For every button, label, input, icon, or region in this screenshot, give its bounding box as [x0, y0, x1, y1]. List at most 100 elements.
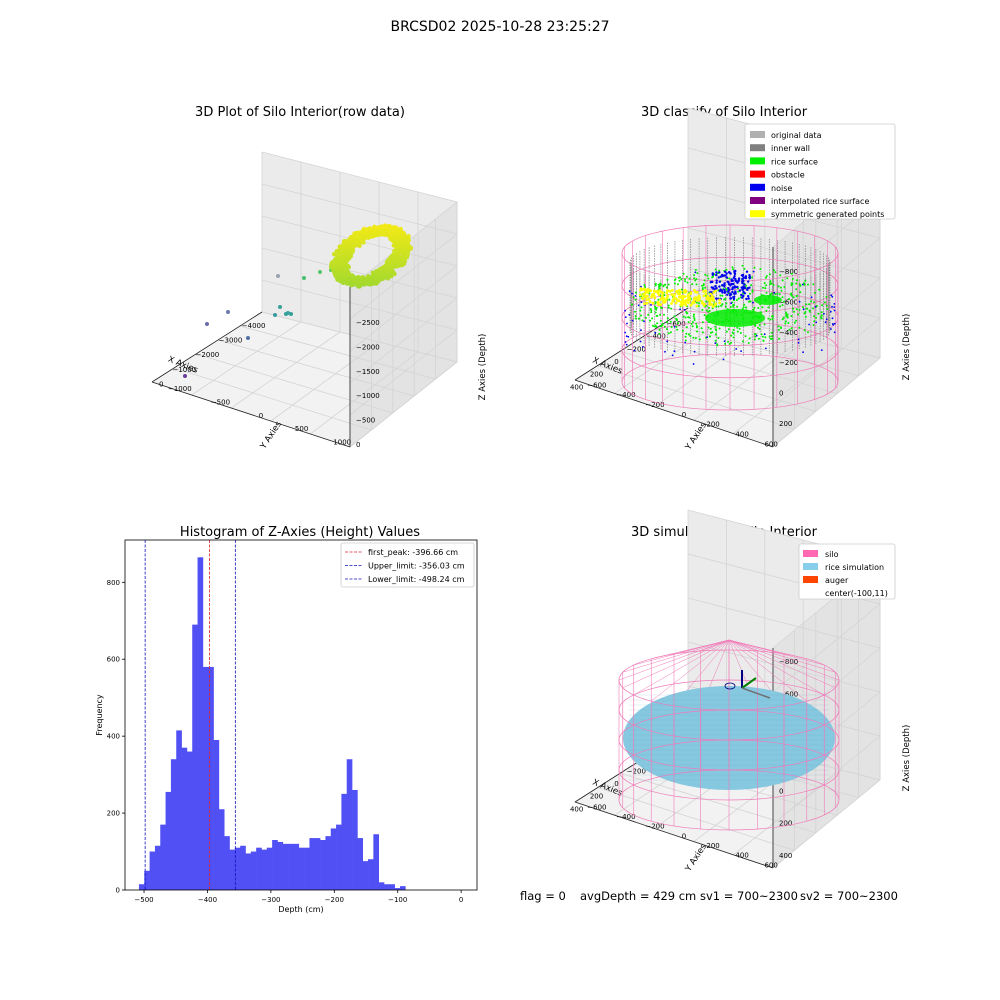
- rice-surface-point: [813, 320, 816, 323]
- noise-point: [715, 273, 718, 277]
- classify-y-tick-label: 400: [735, 430, 748, 438]
- symmetric-point: [695, 290, 699, 294]
- rice-surface-point: [714, 328, 717, 331]
- rice-surface-point: [667, 332, 670, 335]
- rice-surface-point: [688, 333, 690, 336]
- rice-surface-point: [684, 280, 687, 283]
- rice-surface-point: [802, 282, 805, 285]
- noise-point: [717, 276, 720, 279]
- rice-surface-point: [817, 312, 820, 315]
- raw-ring-point: [394, 228, 400, 234]
- noise-point: [831, 295, 834, 298]
- rice-surface-point: [654, 282, 657, 285]
- raw-ring-point: [349, 246, 354, 252]
- noise-point: [820, 349, 823, 351]
- raw-ring-point: [351, 242, 356, 247]
- noise-point: [833, 322, 836, 325]
- rice-surface-point: [781, 279, 784, 282]
- auger-arrow-side: [741, 677, 757, 689]
- histogram-bar: [288, 843, 294, 890]
- rice-surface-point: [660, 325, 662, 328]
- rice-surface-point: [658, 328, 661, 331]
- histogram-y-tick-label: 400: [107, 733, 120, 741]
- noise-point: [721, 291, 724, 294]
- histogram-bar: [277, 841, 284, 890]
- noise-point: [723, 340, 726, 343]
- noise-point: [721, 284, 724, 287]
- classify-y-tick-label: −600: [587, 381, 606, 389]
- rice-surface-point: [659, 313, 662, 316]
- symmetric-point: [650, 295, 653, 299]
- symmetric-point: [643, 302, 646, 306]
- noise-point: [825, 318, 828, 321]
- noise-point: [729, 297, 732, 300]
- symmetric-point: [674, 301, 678, 305]
- symmetric-point: [656, 291, 660, 295]
- rice-surface-point: [701, 284, 704, 287]
- rice-surface-point: [812, 324, 815, 327]
- sim-silo-ring: [618, 739, 840, 801]
- noise-point: [823, 312, 825, 315]
- noise-point: [624, 316, 627, 318]
- rice-surface-point: [749, 292, 751, 295]
- rice-surface-point: [771, 317, 774, 320]
- rice-surface-point: [657, 298, 660, 301]
- rice-surface-point: [694, 279, 697, 282]
- rice-surface-point: [795, 279, 798, 282]
- rice-surface-point: [714, 268, 717, 271]
- sim-y-tick-label: −400: [616, 813, 635, 821]
- noise-point: [724, 270, 727, 273]
- symmetric-point: [648, 300, 652, 304]
- rice-surface-point: [693, 317, 696, 320]
- symmetric-point: [680, 303, 684, 307]
- rice-surface-point: [697, 305, 700, 308]
- histogram-bar: [208, 666, 214, 890]
- noise-point: [679, 308, 681, 311]
- noise-point: [731, 290, 734, 294]
- histogram-bar: [218, 809, 225, 890]
- symmetric-point: [665, 291, 669, 295]
- symmetric-point: [678, 296, 682, 299]
- noise-point: [715, 297, 718, 300]
- raw-ring-point: [385, 267, 391, 272]
- raw-z-tick-label: −1500: [356, 368, 380, 376]
- symmetric-point: [665, 296, 669, 300]
- symmetric-point: [706, 295, 709, 298]
- rice-surface-point: [736, 326, 739, 329]
- rice-surface-point: [663, 325, 666, 328]
- classify-y-tick-label: 600: [764, 440, 777, 448]
- symmetric-point: [671, 288, 674, 292]
- noise-point: [625, 335, 628, 338]
- rice-surface-point: [790, 327, 793, 330]
- noise-point: [740, 293, 743, 297]
- histogram-x-tick-label: −100: [388, 896, 407, 904]
- rice-surface-point: [732, 305, 735, 308]
- noise-point: [627, 335, 630, 338]
- symmetric-point: [661, 291, 665, 295]
- legend-label: inner wall: [771, 144, 810, 153]
- raw-gridline: [261, 151, 458, 288]
- rice-surface-point: [691, 325, 694, 328]
- raw-ring-point: [337, 251, 342, 257]
- histogram-bar: [144, 870, 150, 890]
- rice-surface-point: [823, 301, 826, 304]
- symmetric-point: [701, 301, 704, 305]
- histogram-bar: [368, 859, 374, 890]
- sim-y-tick-label: 400: [735, 852, 748, 860]
- rice-surface-point: [818, 288, 821, 291]
- rice-surface-point: [692, 336, 695, 339]
- symmetric-point: [712, 299, 715, 303]
- symmetric-point: [643, 292, 647, 295]
- histogram-bar: [154, 845, 161, 890]
- rice-surface-point: [748, 300, 751, 303]
- symmetric-point: [654, 290, 658, 293]
- sim-gridline: [733, 769, 842, 856]
- legend-label: silo: [825, 550, 839, 559]
- sim-x-tick-label: 400: [570, 805, 583, 813]
- histogram-x-tick-label: −200: [325, 896, 344, 904]
- histogram-bar: [389, 884, 395, 890]
- sv2-text: sv2 = 700~2300: [800, 889, 898, 903]
- noise-point: [742, 276, 746, 279]
- legend-label: obstacle: [771, 171, 805, 180]
- noise-point: [722, 358, 725, 361]
